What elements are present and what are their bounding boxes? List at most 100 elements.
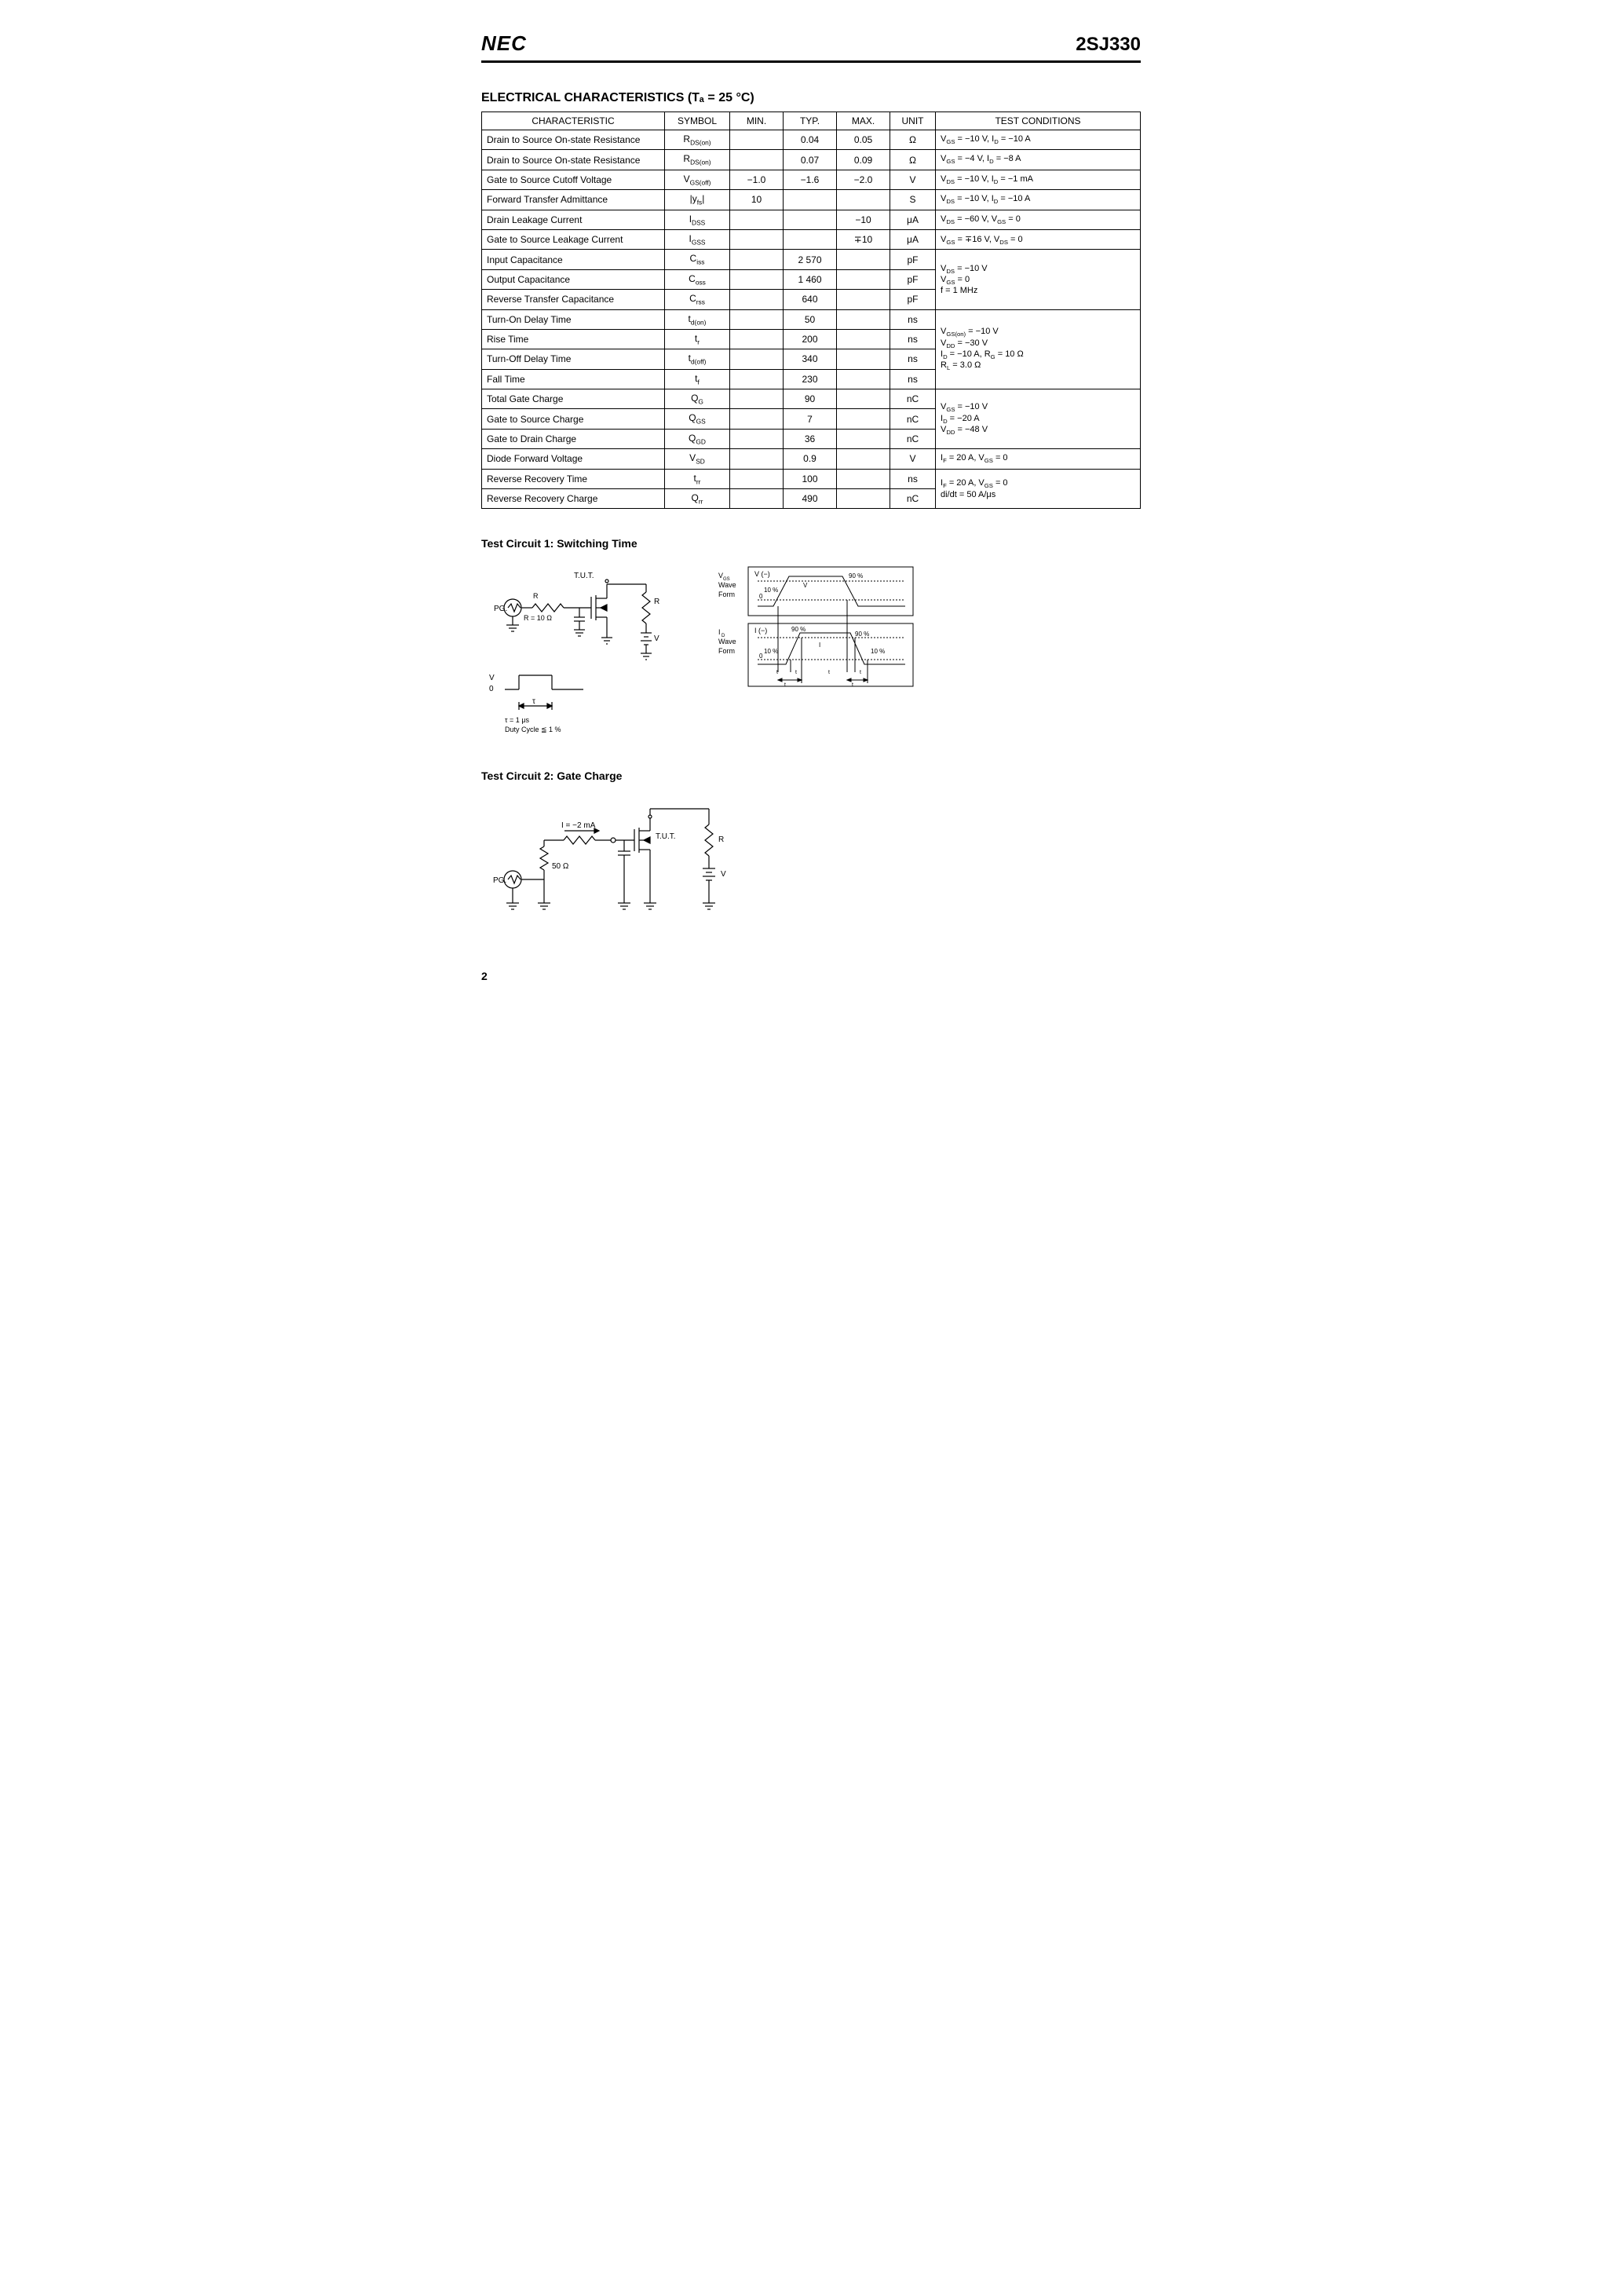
cell-typ: 50: [784, 309, 837, 329]
cell-characteristic: Drain to Source On-state Resistance: [482, 150, 665, 170]
cell-unit: Ω: [890, 150, 936, 170]
cell-symbol: td(on): [665, 309, 730, 329]
cell-max: 0.09: [837, 150, 890, 170]
cell-max: [837, 309, 890, 329]
cell-min: [730, 389, 784, 409]
cell-max: [837, 469, 890, 488]
cell-unit: ns: [890, 309, 936, 329]
cell-typ: 0.07: [784, 150, 837, 170]
cell-characteristic: Diode Forward Voltage: [482, 449, 665, 469]
cell-characteristic: Gate to Source Charge: [482, 409, 665, 429]
cell-symbol: Ciss: [665, 250, 730, 269]
tut-label-2: T.U.T.: [656, 832, 676, 841]
cell-test-conditions: IF = 20 A, VGS = 0di/dt = 50 A/μs: [936, 469, 1141, 509]
cell-min: [730, 489, 784, 509]
cell-unit: ns: [890, 329, 936, 349]
table-row: Turn-On Delay Timetd(on)50nsVGS(on) = −1…: [482, 309, 1141, 329]
cell-typ: 2 570: [784, 250, 837, 269]
cell-unit: μA: [890, 229, 936, 249]
tau-label: τ: [532, 697, 535, 706]
vdd-label: VDD: [654, 634, 659, 643]
test-circuit-2-title: Test Circuit 2: Gate Charge: [481, 770, 1141, 782]
svg-text:Wave: Wave: [718, 638, 736, 645]
col-characteristic: CHARACTERISTIC: [482, 112, 665, 130]
cell-min: [730, 409, 784, 429]
characteristics-table: CHARACTERISTIC SYMBOL MIN. TYP. MAX. UNI…: [481, 112, 1141, 509]
test-circuit-1-waveforms: V GS Wave Form VGS (−) 0 10 % 90 % VGS(o…: [717, 561, 921, 718]
tau-note-1: τ = 1 μs: [505, 716, 530, 724]
ig-label: IG = −2 mA: [561, 821, 596, 830]
rg-val-label: RG = 10 Ω: [524, 614, 552, 622]
cell-typ: 200: [784, 329, 837, 349]
col-unit: UNIT: [890, 112, 936, 130]
cell-max: [837, 329, 890, 349]
cell-max: [837, 429, 890, 448]
cell-unit: V: [890, 170, 936, 189]
cell-unit: nC: [890, 429, 936, 448]
cell-min: [730, 269, 784, 289]
cell-test-conditions: VGS = ∓16 V, VDS = 0: [936, 229, 1141, 249]
cell-symbol: Coss: [665, 269, 730, 289]
cell-typ: [784, 190, 837, 210]
cell-symbol: IDSS: [665, 210, 730, 229]
cell-characteristic: Forward Transfer Admittance: [482, 190, 665, 210]
cell-symbol: QGS: [665, 409, 730, 429]
id-minus-label: ID (−): [754, 627, 767, 634]
cell-characteristic: Drain Leakage Current: [482, 210, 665, 229]
cell-characteristic: Reverse Recovery Time: [482, 469, 665, 488]
vgson-label: VGS(on): [803, 582, 808, 589]
page-number: 2: [481, 970, 1141, 982]
col-typ: TYP.: [784, 112, 837, 130]
cell-test-conditions: VDS = −10 V, ID = −1 mA: [936, 170, 1141, 189]
cell-typ: 7: [784, 409, 837, 429]
cell-unit: nC: [890, 489, 936, 509]
cell-min: [730, 469, 784, 488]
cell-max: [837, 409, 890, 429]
cell-characteristic: Gate to Drain Charge: [482, 429, 665, 448]
cell-unit: V: [890, 449, 936, 469]
cell-unit: pF: [890, 269, 936, 289]
table-row: Drain Leakage CurrentIDSS−10μAVDS = −60 …: [482, 210, 1141, 229]
cell-typ: 490: [784, 489, 837, 509]
cell-max: [837, 349, 890, 369]
header: NEC 2SJ330: [481, 31, 1141, 63]
cell-unit: nC: [890, 389, 936, 409]
test-circuit-1-schematic: PG. RG RG = 10 Ω: [489, 561, 693, 741]
cell-test-conditions: IF = 20 A, VGS = 0: [936, 449, 1141, 469]
cell-min: [730, 369, 784, 389]
cell-max: [837, 449, 890, 469]
p10-label-2: 10 %: [764, 648, 778, 655]
cell-symbol: |yfs|: [665, 190, 730, 210]
table-row: Forward Transfer Admittance|yfs|10SVDS =…: [482, 190, 1141, 210]
svg-text:Form: Form: [718, 647, 735, 655]
cell-max: [837, 489, 890, 509]
cell-symbol: VSD: [665, 449, 730, 469]
svg-text:Form: Form: [718, 590, 735, 598]
p90-label-2: 90 %: [791, 626, 806, 633]
vgs-label: VGS: [489, 674, 495, 682]
test-circuit-1-title: Test Circuit 1: Switching Time: [481, 537, 1141, 550]
svg-text:I: I: [718, 628, 721, 636]
cell-typ: 36: [784, 429, 837, 448]
table-row: Drain to Source On-state ResistanceRDS(o…: [482, 130, 1141, 150]
r50-label: 50 Ω: [552, 862, 569, 871]
cell-max: [837, 190, 890, 210]
cell-max: −10: [837, 210, 890, 229]
cell-min: [730, 329, 784, 349]
cell-typ: 1 460: [784, 269, 837, 289]
cell-min: [730, 349, 784, 369]
cell-characteristic: Input Capacitance: [482, 250, 665, 269]
cell-test-conditions: VGS = −10 V, ID = −10 A: [936, 130, 1141, 150]
cell-symbol: QGD: [665, 429, 730, 448]
cell-min: [730, 309, 784, 329]
toff-label: toff: [852, 682, 853, 688]
cell-unit: nC: [890, 409, 936, 429]
table-row: Drain to Source On-state ResistanceRDS(o…: [482, 150, 1141, 170]
cell-symbol: Crss: [665, 290, 730, 309]
cell-typ: 90: [784, 389, 837, 409]
cell-min: [730, 130, 784, 150]
cell-typ: 0.04: [784, 130, 837, 150]
tdoff-label: td (off): [828, 670, 830, 675]
cell-max: [837, 369, 890, 389]
col-max: MAX.: [837, 112, 890, 130]
